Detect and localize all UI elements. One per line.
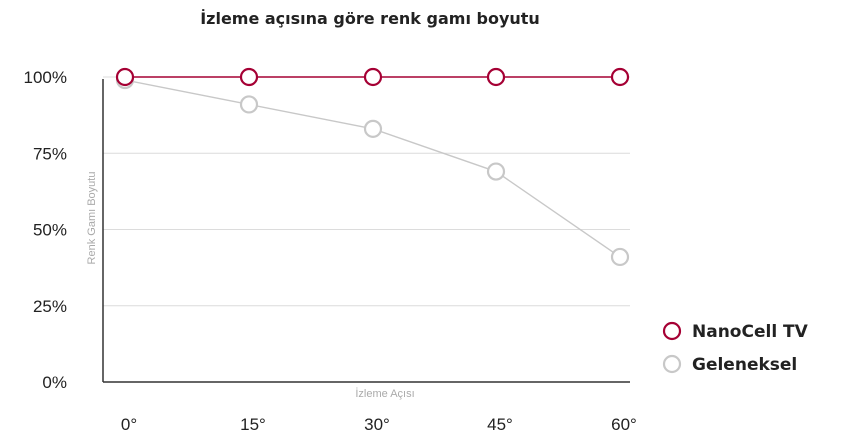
x-tick-label: 45° bbox=[487, 415, 513, 434]
data-point-nanocell bbox=[115, 67, 135, 87]
data-point-geleneksel bbox=[486, 162, 506, 181]
y-tick-label: 0% bbox=[42, 373, 67, 392]
x-tick-label: 0° bbox=[121, 415, 137, 434]
series-geleneksel bbox=[115, 70, 630, 267]
y-tick-label: 25% bbox=[33, 297, 67, 316]
data-point-nanocell bbox=[610, 67, 630, 87]
legend-marker-nanocell bbox=[662, 321, 682, 341]
gridlines bbox=[103, 76, 630, 307]
series-nanocell bbox=[115, 67, 630, 87]
series-layer bbox=[115, 67, 630, 267]
data-point-nanocell bbox=[486, 67, 506, 87]
data-point-nanocell bbox=[239, 67, 259, 87]
data-point-nanocell bbox=[363, 67, 383, 87]
y-tick-label: 50% bbox=[33, 221, 67, 240]
x-tick-labels: 0° 15° 30° 45° 60° bbox=[121, 415, 637, 434]
x-tick-label: 30° bbox=[364, 415, 390, 434]
y-tick-label: 75% bbox=[33, 144, 67, 163]
x-tick-label: 15° bbox=[240, 415, 266, 434]
legend-label-nanocell: NanoCell TV bbox=[692, 322, 809, 342]
x-tick-label: 60° bbox=[611, 415, 637, 434]
data-point-geleneksel bbox=[363, 119, 383, 138]
x-axis-label: İzleme Açısı bbox=[355, 387, 414, 400]
legend-marker-geleneksel bbox=[662, 354, 682, 374]
chart-title: İzleme açısına göre renk gamı boyutu bbox=[200, 9, 540, 28]
y-tick-label: 100% bbox=[24, 68, 67, 87]
y-axis-label: Renk Gamı Boyutu bbox=[86, 172, 98, 265]
data-point-geleneksel bbox=[610, 247, 630, 267]
legend-label-geleneksel: Geleneksel bbox=[692, 355, 797, 375]
y-tick-labels: 0% 25% 50% 75% 100% bbox=[24, 68, 67, 392]
data-point-geleneksel bbox=[239, 95, 259, 114]
series-line-geleneksel bbox=[124, 79, 621, 258]
legend: NanoCell TV Geleneksel bbox=[662, 321, 809, 375]
